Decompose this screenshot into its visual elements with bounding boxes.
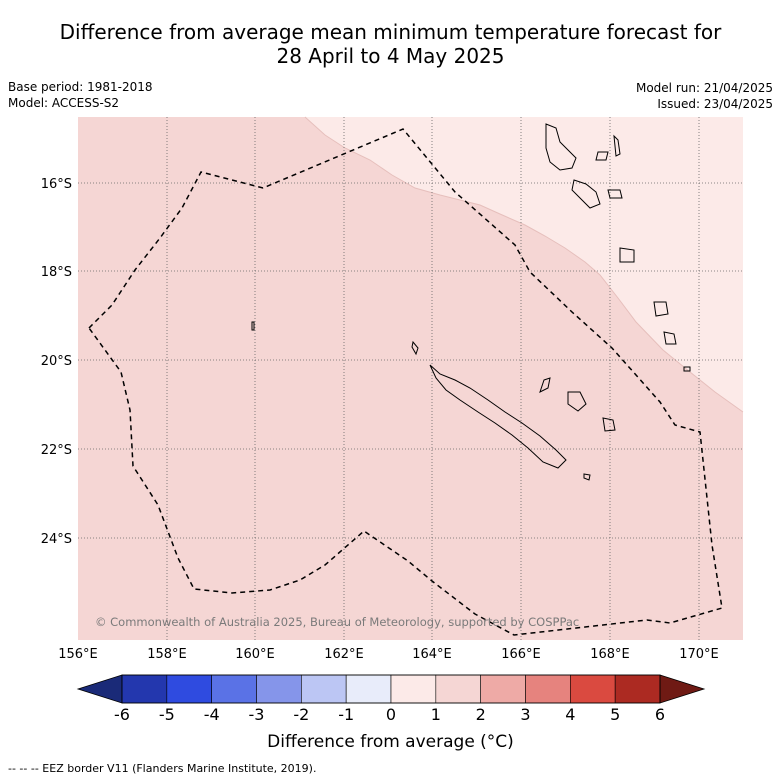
colorbar-cell [525, 674, 571, 704]
colorbar-cell [211, 674, 257, 704]
colorbar-cell [570, 674, 616, 704]
lat-label-18: 18°S [41, 265, 72, 280]
colorbar-cell [166, 674, 212, 704]
colorbar-tick-label: 4 [565, 705, 575, 724]
island-mare [602, 417, 616, 432]
meta-right: Model run: 21/04/2025 Issued: 23/04/2025 [636, 80, 773, 112]
island-santo [545, 123, 577, 171]
lat-axis-labels: 16°S 18°S 20°S 22°S 24°S [41, 177, 72, 547]
island-malekula [571, 179, 601, 209]
copyright-notice: © Commonwealth of Australia 2025, Bureau… [95, 615, 579, 629]
island-new-caledonia [429, 364, 567, 469]
colorbar-tick-label: 3 [520, 705, 530, 724]
anomaly-boundary [304, 116, 744, 413]
colorbar-cell [435, 674, 481, 704]
colorbar-tick-label: 1 [431, 705, 441, 724]
gridlines [78, 117, 743, 640]
title-line-2: 28 April to 4 May 2025 [276, 44, 505, 68]
title-line-1: Difference from average mean minimum tem… [59, 20, 722, 44]
issued-date: Issued: 23/04/2025 [657, 97, 773, 111]
colorbar-tick-label: 6 [655, 705, 665, 724]
island-lifou [567, 391, 587, 412]
model-run: Model run: 21/04/2025 [635, 81, 773, 95]
island-chesterfield [251, 321, 255, 331]
lon-label-156: 156°E [58, 647, 98, 662]
island-pentecost [595, 151, 609, 161]
colorbar-outline [121, 674, 661, 704]
island-aneityum [683, 366, 691, 372]
colorbar-cell [480, 674, 526, 704]
lon-axis-labels: 156°E 158°E 160°E 162°E 164°E 166°E 168°… [58, 647, 719, 662]
eez-border [88, 128, 723, 636]
lat-label-24: 24°S [41, 532, 72, 547]
colorbar-tick-label: -6 [114, 705, 130, 724]
lon-label-160: 160°E [235, 647, 275, 662]
colorbar: -6 -5 -4 -3 -2 -1 0 1 2 3 4 5 6 [76, 674, 706, 724]
meta-left: Base period: 1981-2018 Model: ACCESS-S2 [8, 79, 153, 111]
lat-label-16: 16°S [41, 177, 72, 192]
lon-label-162: 162°E [324, 647, 364, 662]
map-title: Difference from average mean minimum tem… [0, 20, 781, 68]
islands [251, 123, 691, 481]
anomaly-region-light [305, 117, 743, 412]
colorbar-tick-label: 5 [610, 705, 620, 724]
island-tanna [663, 331, 677, 345]
island-ambrym [607, 189, 623, 199]
colorbar-extend-low [76, 674, 123, 704]
colorbar-tick-label: -3 [249, 705, 265, 724]
lon-label-166: 166°E [501, 647, 541, 662]
colorbar-cell [614, 674, 661, 704]
colorbar-cell [256, 674, 302, 704]
island-pines [583, 473, 591, 481]
model-name: Model: ACCESS-S2 [8, 96, 120, 110]
colorbar-tick-label: 2 [476, 705, 486, 724]
island-ouvea [539, 377, 551, 393]
colorbar-cell [390, 674, 437, 704]
lon-label-158: 158°E [147, 647, 187, 662]
colorbar-cell [301, 674, 347, 704]
colorbar-cell [345, 674, 392, 704]
colorbar-extend-high [659, 674, 706, 704]
colorbar-tick-label: -1 [338, 705, 354, 724]
colorbar-tick-label: -2 [293, 705, 309, 724]
lon-label-170: 170°E [679, 647, 719, 662]
colorbar-cell [121, 674, 168, 704]
colorbar-tick-label: 0 [386, 705, 396, 724]
colorbar-label: Difference from average (°C) [267, 732, 514, 752]
lon-label-168: 168°E [590, 647, 630, 662]
lat-label-20: 20°S [41, 354, 72, 369]
island-belep [411, 340, 419, 356]
island-maewo [613, 134, 621, 157]
island-efate [619, 247, 635, 263]
base-period: Base period: 1981-2018 [8, 80, 153, 94]
lat-label-22: 22°S [41, 443, 72, 458]
lon-label-164: 164°E [412, 647, 452, 662]
colorbar-tick-label: -4 [204, 705, 220, 724]
footer-note: -- -- -- EEZ border V11 (Flanders Marine… [8, 762, 317, 775]
island-erromango [653, 301, 669, 317]
colorbar-tick-label: -5 [159, 705, 175, 724]
